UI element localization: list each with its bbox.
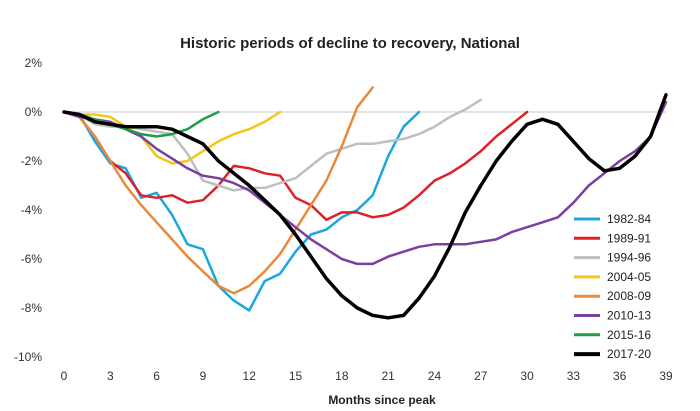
y-tick-label: 2% — [25, 56, 43, 70]
y-axis: 2% 0% -2% -4% -6% -8% -10% — [14, 56, 42, 364]
legend-label: 2015-16 — [607, 328, 651, 342]
y-tick-label: -10% — [14, 350, 42, 364]
y-tick-label: 0% — [25, 105, 43, 119]
x-tick-label: 18 — [335, 369, 349, 383]
x-tick-label: 33 — [567, 369, 581, 383]
x-tick-label: 12 — [243, 369, 257, 383]
series-line-2015-16 — [62, 110, 220, 138]
x-tick-label: 27 — [474, 369, 488, 383]
legend: 1982-84 1989-91 1994-96 2004-05 2008-09 2010-… — [574, 212, 651, 361]
x-tick-label: 24 — [428, 369, 442, 383]
series-line-2004-05 — [62, 110, 282, 165]
series-line-2008-09 — [62, 86, 374, 295]
x-tick-label: 21 — [381, 369, 395, 383]
y-tick-label: -2% — [21, 154, 43, 168]
x-axis: 0 3 6 9 12 15 18 21 24 27 30 33 36 39 — [61, 369, 673, 383]
plot-area — [62, 86, 668, 320]
x-tick-label: 0 — [61, 369, 68, 383]
series-line-2017-20 — [62, 93, 668, 320]
x-tick-label: 9 — [200, 369, 207, 383]
x-tick-label: 3 — [107, 369, 114, 383]
legend-label: 2010-13 — [607, 309, 651, 323]
x-axis-label: Months since peak — [328, 393, 436, 407]
x-tick-label: 15 — [289, 369, 303, 383]
x-tick-label: 39 — [659, 369, 673, 383]
y-tick-label: -4% — [21, 203, 43, 217]
series-line-1982-84 — [62, 110, 421, 312]
series-line-2010-13 — [62, 100, 668, 266]
series-line-1989-91 — [62, 110, 529, 222]
y-tick-label: -6% — [21, 252, 43, 266]
chart-title: Historic periods of decline to recovery,… — [180, 35, 520, 52]
x-tick-label: 6 — [153, 369, 160, 383]
y-tick-label: -8% — [21, 301, 43, 315]
legend-label: 1989-91 — [607, 231, 651, 245]
x-tick-label: 36 — [613, 369, 627, 383]
legend-label: 2017-20 — [607, 347, 651, 361]
legend-label: 1994-96 — [607, 251, 651, 265]
legend-label: 2004-05 — [607, 270, 651, 284]
legend-label: 2008-09 — [607, 289, 651, 303]
legend-label: 1982-84 — [607, 212, 651, 226]
x-tick-label: 30 — [520, 369, 534, 383]
